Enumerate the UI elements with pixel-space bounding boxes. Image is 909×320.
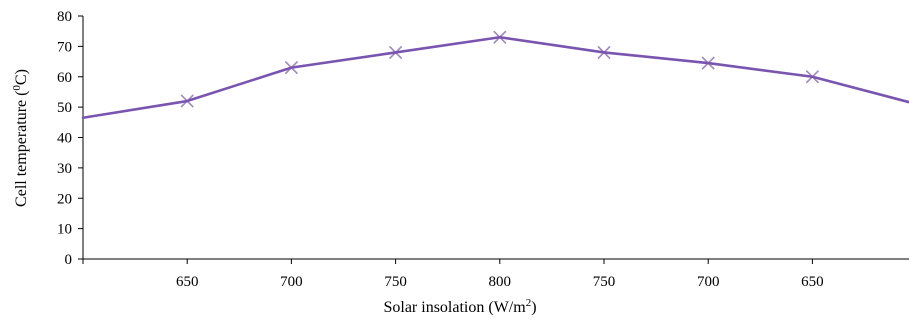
y-tick-label: 60: [57, 70, 72, 86]
y-tick-label: 30: [57, 161, 72, 177]
y-tick-label: 10: [57, 222, 72, 238]
y-tick-label: 50: [57, 100, 72, 116]
y-axis-label: Cell temperature (0C): [11, 69, 30, 207]
x-tick-label: 650: [176, 274, 199, 290]
x-tick-label: 700: [280, 274, 303, 290]
y-axis-ticks: 0 10 20 30 40 50 60 70 80: [57, 9, 83, 268]
x-tick-label: 750: [593, 274, 616, 290]
series-line: [82, 36, 909, 119]
series-layer: [81, 30, 909, 120]
x-tick-label: 700: [697, 274, 720, 290]
x-tick-label: 650: [801, 274, 824, 290]
y-tick-label: 20: [57, 191, 72, 207]
series-1: [82, 30, 909, 119]
x-tick-label: 800: [489, 274, 512, 290]
series-line: [82, 36, 909, 119]
x-tick-label: 750: [384, 274, 407, 290]
series-2: [82, 30, 909, 119]
x-axis-ticks: 650 700 750 800 750 700 650: [82, 259, 824, 290]
y-tick-label: 40: [57, 131, 72, 147]
series-0: [81, 35, 909, 120]
x-axis-label: Solar insolation (W/m2): [383, 297, 536, 316]
y-tick-label: 80: [57, 9, 72, 25]
y-tick-label: 70: [57, 39, 72, 55]
series-line: [81, 35, 909, 120]
y-tick-label: 0: [65, 252, 73, 268]
